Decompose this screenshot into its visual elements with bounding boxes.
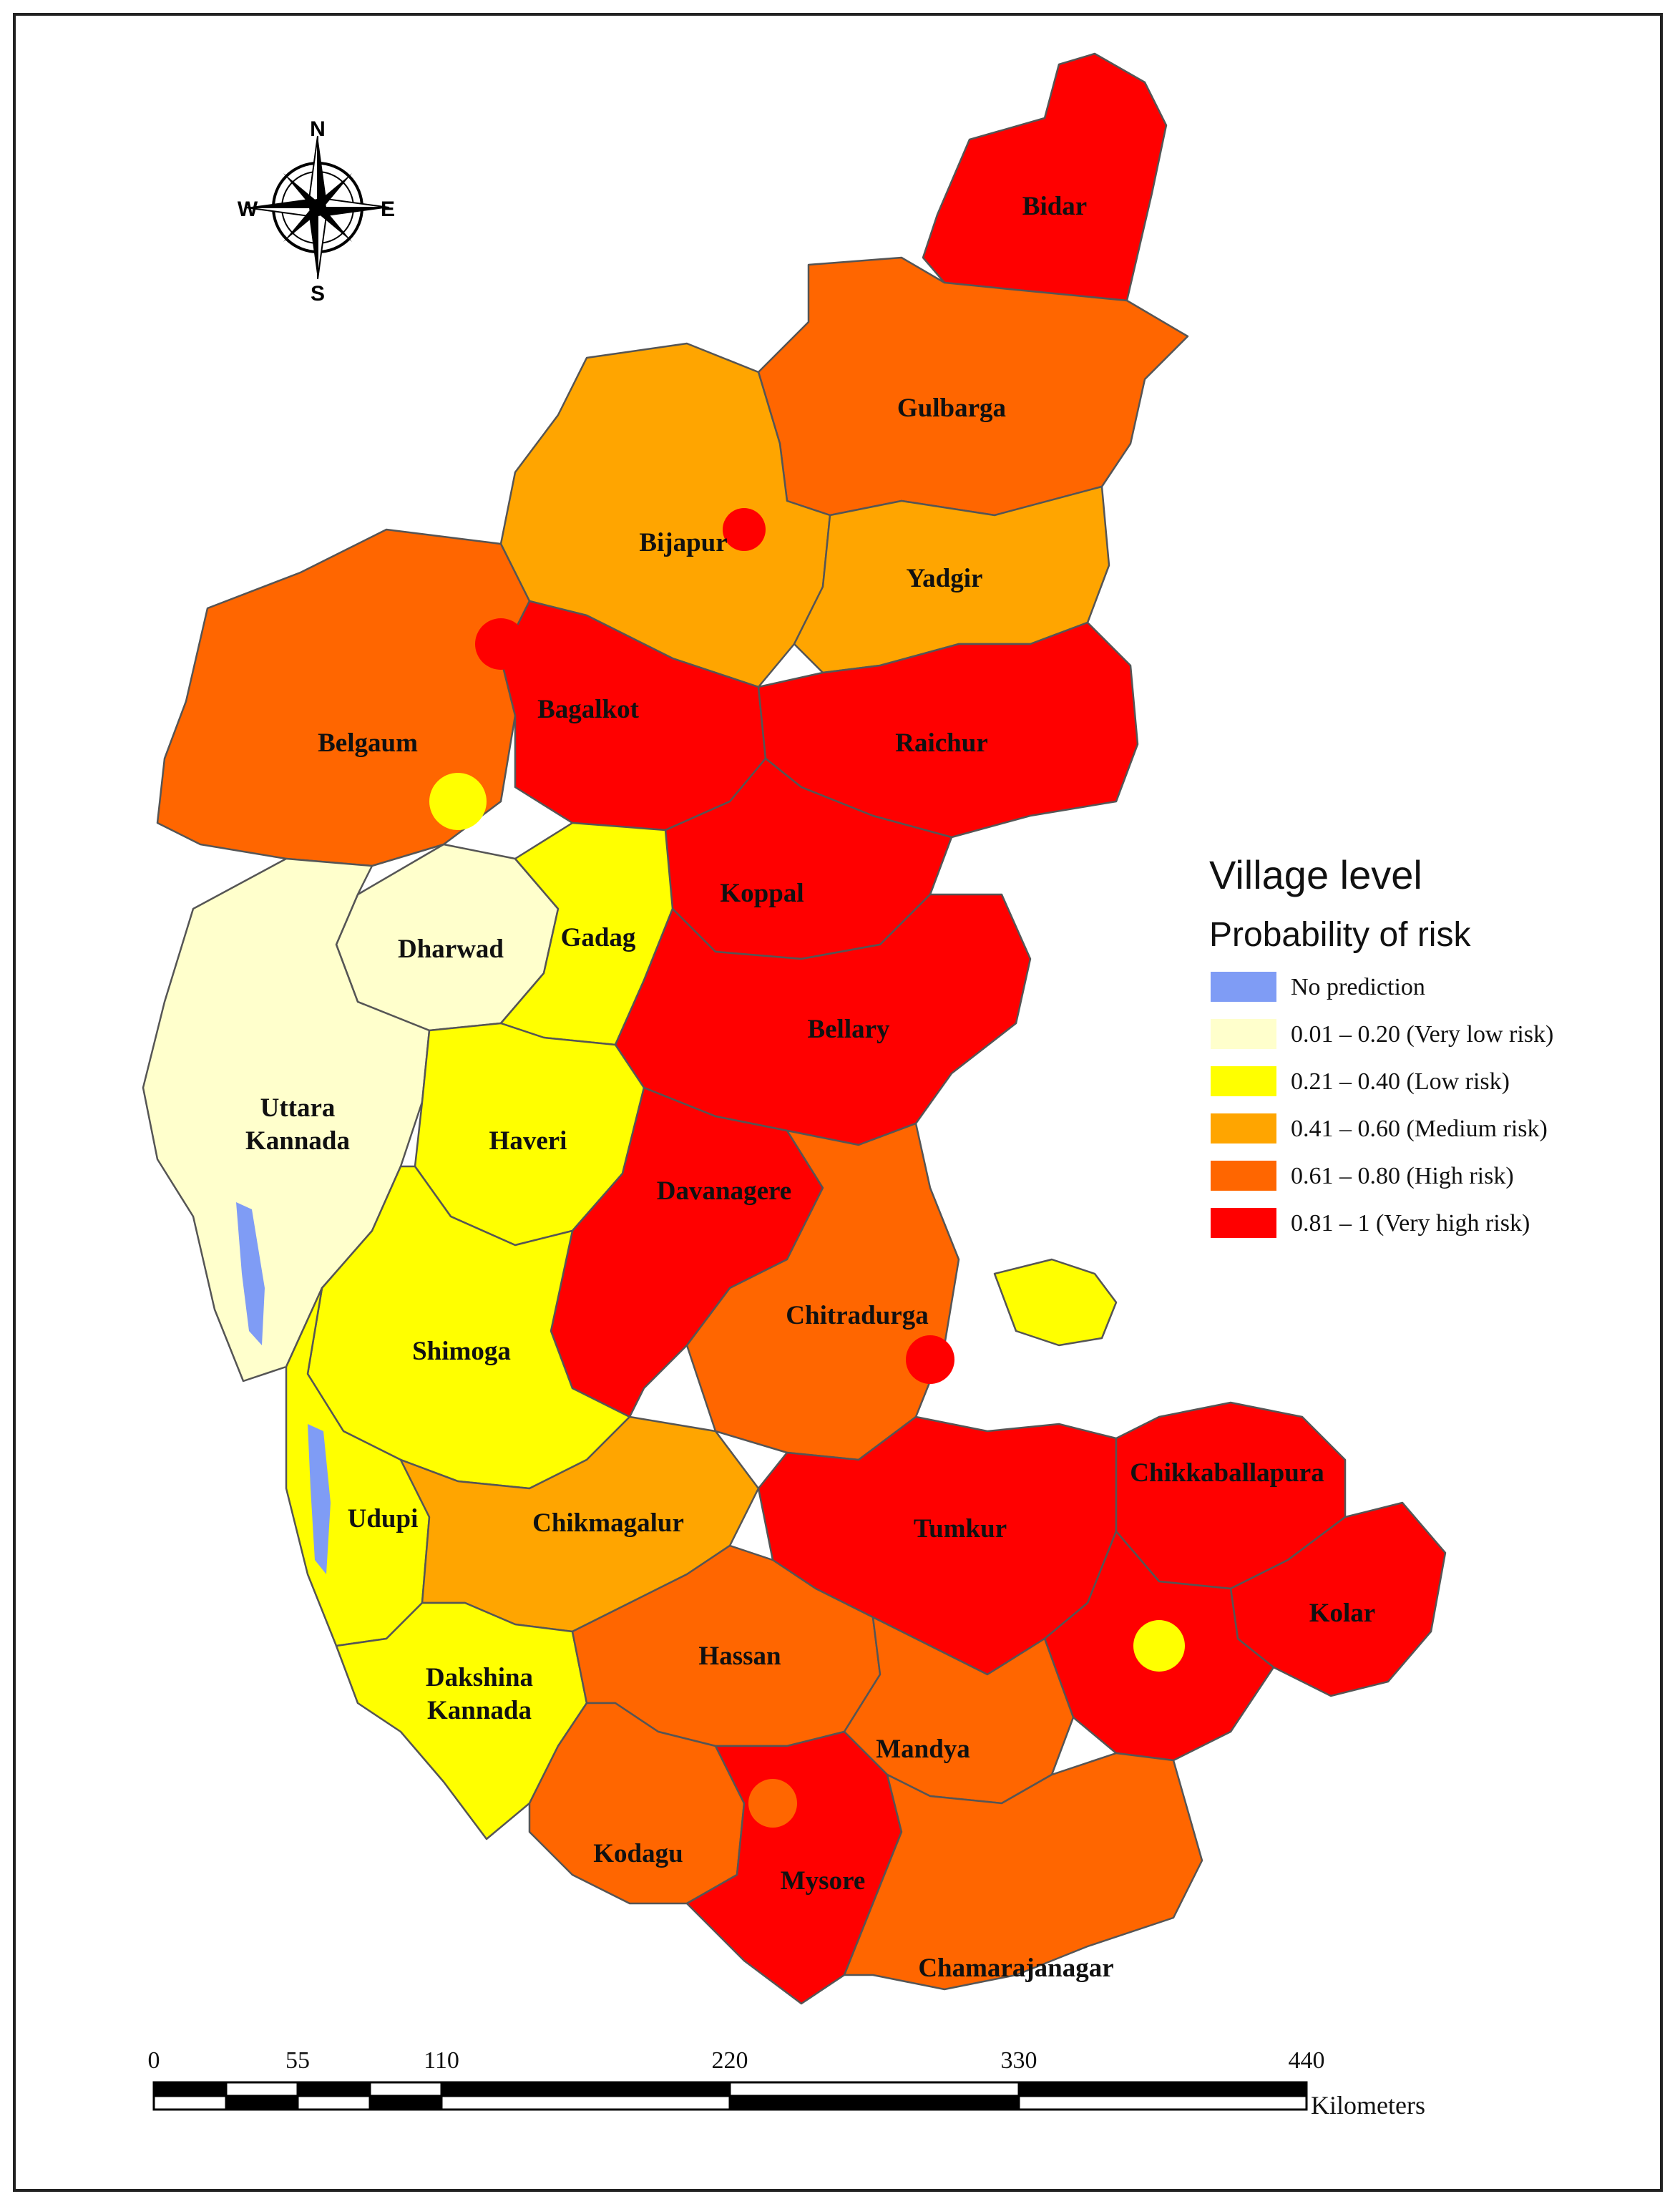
legend-swatch xyxy=(1211,1161,1276,1191)
scale-bar-unit: Kilometers xyxy=(1311,2091,1425,2120)
label-gulbarga: Gulbarga xyxy=(897,394,1006,423)
scale-segment xyxy=(728,2095,1020,2111)
scale-segment xyxy=(152,2081,228,2097)
scale-segment xyxy=(296,2081,371,2097)
scale-tick-label: 0 xyxy=(148,2047,160,2074)
label-dharwad: Dharwad xyxy=(398,935,504,964)
label-udupi: Udupi xyxy=(348,1504,419,1533)
label-kolar: Kolar xyxy=(1309,1599,1375,1628)
label-chamarajanagar: Chamarajanagar xyxy=(918,1954,1113,1983)
label-chikkaballapura: Chikkaballapura xyxy=(1130,1458,1324,1488)
legend-label: 0.21 – 0.40 (Low risk) xyxy=(1291,1068,1510,1095)
scale-tick-label: 440 xyxy=(1289,2047,1325,2074)
scale-tick-label: 330 xyxy=(1001,2047,1037,2074)
legend-items: No prediction 0.01 – 0.20 (Very low risk)… xyxy=(1211,972,1553,1238)
legend-label: 0.61 – 0.80 (High risk) xyxy=(1291,1163,1514,1189)
scale-segment xyxy=(225,2095,299,2111)
district-bijapur[interactable] xyxy=(499,342,831,688)
district-labels: Bidar Gulbarga Bijapur Yadgir Bagalkot B… xyxy=(245,192,1375,1983)
legend-label: No prediction xyxy=(1291,974,1425,1000)
label-haveri: Haveri xyxy=(489,1126,567,1156)
district-chamarajanagar[interactable] xyxy=(843,1752,1203,1991)
scale-segment xyxy=(152,2095,228,2111)
label-tumkur: Tumkur xyxy=(914,1514,1007,1544)
scale-bar-segments xyxy=(152,2081,1308,2111)
label-davanagere: Davanagere xyxy=(657,1176,791,1206)
patch xyxy=(475,618,527,670)
label-shimoga: Shimoga xyxy=(412,1337,511,1366)
label-gadag: Gadag xyxy=(561,923,636,952)
label-bijapur: Bijapur xyxy=(639,528,727,557)
label-bellary: Bellary xyxy=(807,1015,890,1044)
scale-segment xyxy=(368,2095,443,2111)
label-kodagu: Kodagu xyxy=(593,1839,683,1868)
coast-no-prediction-south xyxy=(308,1424,331,1574)
patch xyxy=(723,508,766,551)
scale-segment xyxy=(225,2081,299,2097)
compass-e: E xyxy=(381,198,395,221)
compass-w: W xyxy=(238,198,258,221)
label-mandya: Mandya xyxy=(876,1735,970,1764)
label-kannada-south: Kannada xyxy=(427,1696,532,1725)
legend-label: 0.01 – 0.20 (Very low risk) xyxy=(1291,1021,1553,1048)
scale-tick-label: 110 xyxy=(424,2047,459,2074)
scale-segment xyxy=(1017,2081,1308,2097)
district-bidar[interactable] xyxy=(922,52,1168,302)
scale-bar: 0 55 110 220 330 440 Kilometers xyxy=(148,2047,1425,2120)
label-dakshina: Dakshina xyxy=(426,1663,533,1692)
scale-tick-label: 55 xyxy=(285,2047,310,2074)
scale-segment xyxy=(368,2081,443,2097)
compass-rose-icon: N S E W xyxy=(238,117,395,306)
patch xyxy=(906,1335,954,1384)
patch xyxy=(1133,1620,1185,1672)
compass-n: N xyxy=(310,117,326,141)
district-chitradurga-east xyxy=(993,1258,1118,1347)
label-hassan: Hassan xyxy=(698,1642,781,1671)
legend-swatch xyxy=(1211,1066,1276,1096)
patch xyxy=(748,1779,797,1828)
scale-bar-ticks: 0 55 110 220 330 440 xyxy=(148,2047,1325,2074)
label-yadgir: Yadgir xyxy=(907,564,983,593)
coast-no-prediction-north xyxy=(236,1202,265,1345)
legend-swatch xyxy=(1211,972,1276,1002)
legend-subtitle: Probability of risk xyxy=(1209,916,1471,954)
compass-s: S xyxy=(311,282,325,306)
scale-segment xyxy=(728,2081,1020,2097)
legend-swatch xyxy=(1211,1019,1276,1049)
scale-tick-label: 220 xyxy=(712,2047,748,2074)
legend: Village level Probability of risk No pre… xyxy=(1209,852,1553,1238)
label-chikmagalur: Chikmagalur xyxy=(532,1508,684,1538)
patch xyxy=(429,773,487,830)
label-chitradurga: Chitradurga xyxy=(786,1301,928,1330)
legend-label: 0.41 – 0.60 (Medium risk) xyxy=(1291,1116,1548,1142)
label-kannada-north: Kannada xyxy=(245,1126,350,1156)
label-koppal: Koppal xyxy=(720,879,804,908)
district-map xyxy=(142,52,1447,2005)
patch xyxy=(830,1460,873,1503)
legend-swatch xyxy=(1211,1208,1276,1238)
label-raichur: Raichur xyxy=(895,728,988,758)
legend-label: 0.81 – 1 (Very high risk) xyxy=(1291,1210,1530,1237)
label-uttara: Uttara xyxy=(260,1093,336,1123)
label-belgaum: Belgaum xyxy=(318,728,418,758)
scale-segment xyxy=(1017,2095,1308,2111)
scale-segment xyxy=(440,2081,731,2097)
legend-swatch xyxy=(1211,1113,1276,1143)
label-bidar: Bidar xyxy=(1022,192,1087,221)
legend-title: Village level xyxy=(1209,852,1422,897)
label-mysore: Mysore xyxy=(781,1866,866,1896)
label-bagalkot: Bagalkot xyxy=(537,695,640,724)
scale-segment xyxy=(296,2095,371,2111)
scale-segment xyxy=(440,2095,731,2111)
